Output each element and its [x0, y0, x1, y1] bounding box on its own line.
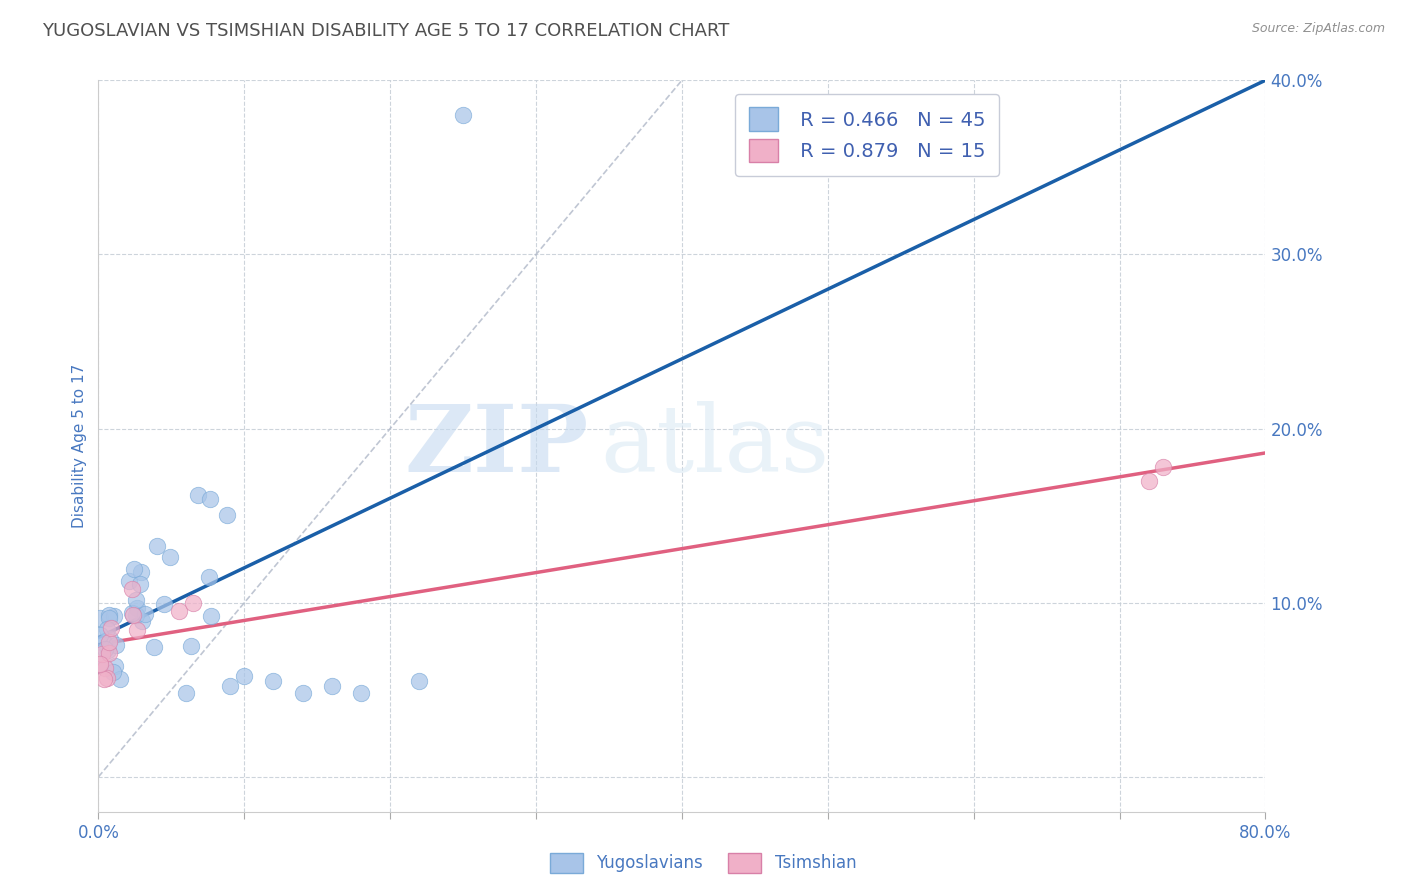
- Point: [321, 679, 343, 693]
- Point: [125, 607, 148, 622]
- Point: [131, 614, 153, 628]
- Point: [181, 596, 204, 610]
- Point: [198, 491, 221, 506]
- Point: [233, 669, 256, 683]
- Point: [451, 108, 474, 122]
- Point: [125, 592, 148, 607]
- Point: [97, 646, 120, 660]
- Point: [291, 686, 314, 700]
- Point: [167, 604, 190, 618]
- Point: [97, 642, 120, 657]
- Point: [408, 674, 430, 689]
- Point: [100, 621, 122, 635]
- Point: [96, 671, 118, 685]
- Point: [121, 582, 143, 596]
- Point: [121, 606, 143, 620]
- Point: [118, 574, 141, 588]
- Point: [125, 601, 148, 615]
- Point: [180, 639, 202, 653]
- Legend:  R = 0.466   N = 45,  R = 0.879   N = 15: R = 0.466 N = 45, R = 0.879 N = 15: [735, 94, 998, 176]
- Point: [122, 562, 145, 576]
- Y-axis label: Disability Age 5 to 17: Disability Age 5 to 17: [72, 364, 87, 528]
- Point: [104, 659, 127, 673]
- Point: [122, 608, 145, 623]
- Point: [108, 673, 131, 687]
- Point: [89, 611, 111, 625]
- Point: [98, 632, 121, 647]
- Point: [98, 607, 121, 622]
- Point: [262, 674, 284, 689]
- Point: [1137, 474, 1160, 488]
- Point: [97, 634, 120, 648]
- Point: [146, 539, 169, 553]
- Point: [129, 565, 152, 579]
- Point: [103, 665, 125, 679]
- Point: [215, 508, 238, 522]
- Point: [153, 597, 176, 611]
- Text: atlas: atlas: [600, 401, 830, 491]
- Point: [1152, 459, 1174, 474]
- Point: [159, 549, 181, 564]
- Point: [89, 627, 111, 641]
- Point: [94, 661, 117, 675]
- Legend: Yugoslavians, Tsimshian: Yugoslavians, Tsimshian: [543, 847, 863, 880]
- Point: [200, 609, 222, 624]
- Text: YUGOSLAVIAN VS TSIMSHIAN DISABILITY AGE 5 TO 17 CORRELATION CHART: YUGOSLAVIAN VS TSIMSHIAN DISABILITY AGE …: [42, 22, 730, 40]
- Point: [93, 641, 115, 656]
- Point: [89, 657, 111, 672]
- Point: [142, 640, 165, 655]
- Point: [134, 607, 156, 621]
- Point: [350, 686, 373, 700]
- Point: [96, 622, 118, 636]
- Point: [93, 673, 115, 687]
- Point: [105, 638, 128, 652]
- Point: [93, 636, 115, 650]
- Point: [125, 623, 148, 637]
- Point: [103, 609, 125, 624]
- Point: [187, 488, 209, 502]
- Text: Source: ZipAtlas.com: Source: ZipAtlas.com: [1251, 22, 1385, 36]
- Point: [89, 658, 111, 673]
- Point: [218, 679, 240, 693]
- Point: [98, 611, 121, 625]
- Point: [90, 647, 112, 661]
- Point: [174, 686, 197, 700]
- Text: ZIP: ZIP: [405, 401, 589, 491]
- Point: [198, 570, 221, 584]
- Point: [129, 577, 152, 591]
